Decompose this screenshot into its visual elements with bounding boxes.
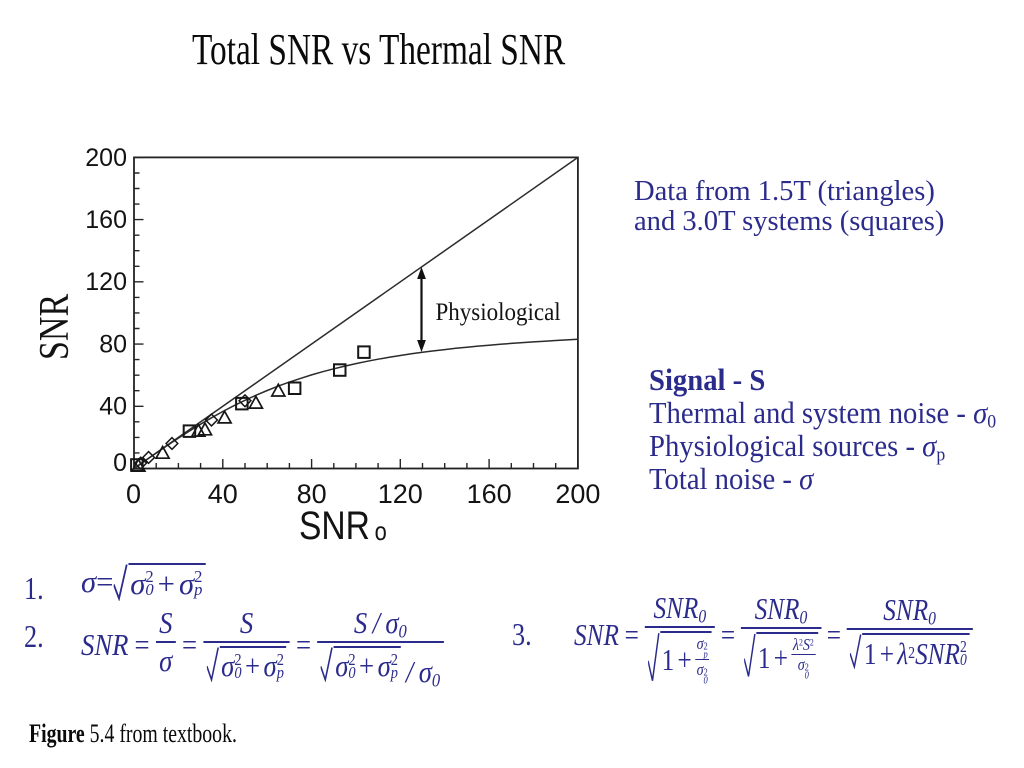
svg-text:200: 200 (85, 144, 127, 172)
svg-text:120: 120 (378, 479, 423, 509)
svg-text:40: 40 (99, 393, 127, 421)
svg-text:0: 0 (113, 449, 127, 477)
svg-text:0: 0 (126, 479, 141, 509)
svg-text:SNR: SNR (299, 503, 370, 547)
svg-text:SNR: SNR (32, 293, 78, 360)
svg-text:160: 160 (467, 479, 512, 509)
svg-text:200: 200 (555, 479, 600, 509)
svg-text:160: 160 (85, 206, 127, 234)
svg-text:80: 80 (99, 331, 127, 359)
svg-text:80: 80 (297, 479, 327, 509)
svg-text:40: 40 (208, 479, 238, 509)
svg-text:120: 120 (85, 268, 127, 296)
svg-text:o: o (375, 517, 387, 546)
svg-text:Physiological: Physiological (436, 299, 562, 326)
